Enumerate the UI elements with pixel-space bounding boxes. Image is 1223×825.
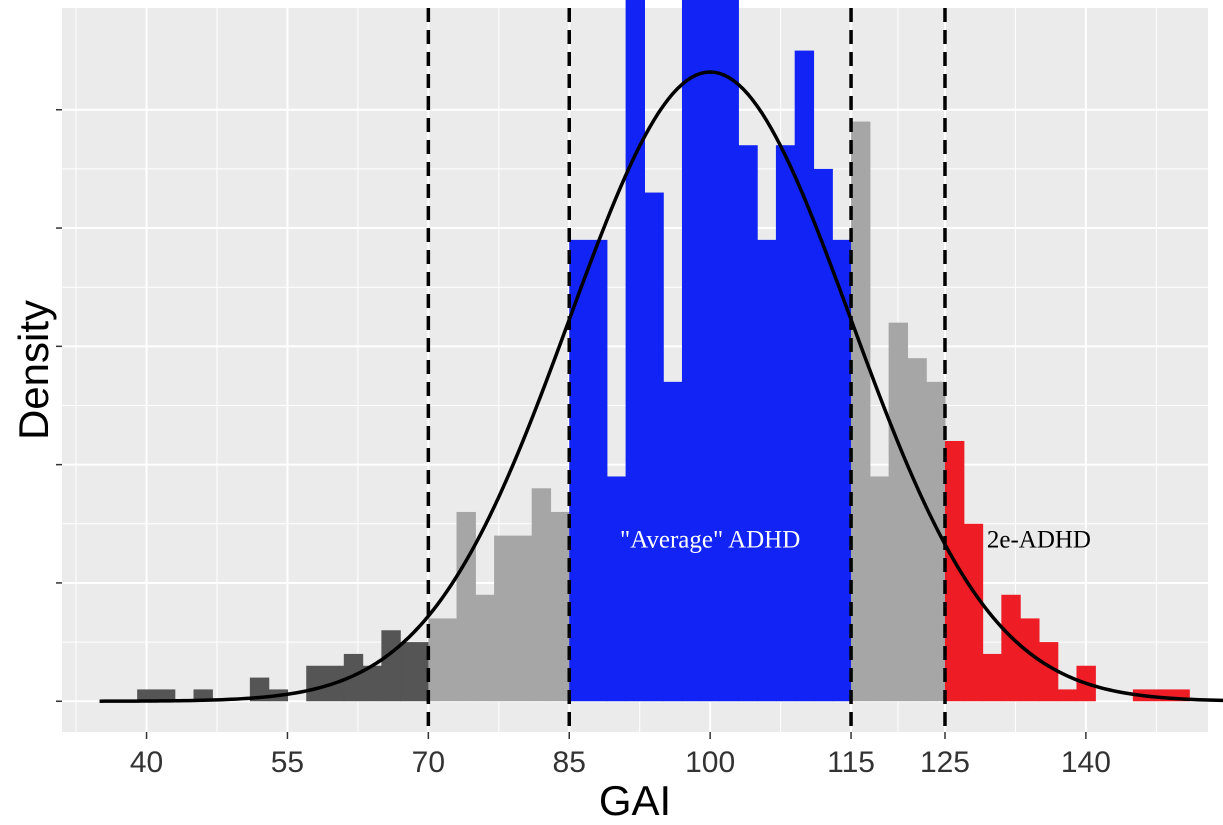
histogram-bar	[888, 322, 909, 702]
histogram-bar	[1020, 618, 1040, 702]
histogram-bar	[531, 488, 552, 702]
histogram-bar	[428, 618, 439, 702]
annotation-label: 2e-ADHD	[987, 526, 1091, 553]
x-tick-label: 115	[827, 746, 875, 779]
histogram-bar	[738, 145, 758, 702]
histogram-bar	[1132, 689, 1190, 702]
histogram-bar	[606, 476, 627, 702]
histogram-bar	[775, 145, 796, 702]
annotation-label: "Average" ADHD	[620, 526, 800, 553]
histogram-bar	[625, 0, 645, 702]
x-tick-label: 55	[271, 746, 304, 779]
histogram-bar	[381, 630, 401, 702]
histogram-bar	[907, 358, 927, 702]
histogram-bar	[193, 689, 213, 702]
histogram-bar	[475, 594, 495, 702]
histogram-bar	[700, 0, 721, 702]
histogram-bar	[1038, 642, 1059, 702]
histogram-bar	[681, 0, 702, 702]
histogram-bar	[569, 239, 608, 702]
histogram-bar	[869, 476, 890, 702]
x-tick-label: 85	[553, 746, 586, 779]
histogram-bar	[1001, 594, 1021, 702]
histogram-bar	[851, 121, 871, 702]
histogram-bar	[437, 618, 458, 702]
histogram-bar	[1057, 689, 1078, 702]
histogram-bar	[137, 689, 176, 702]
group-annotations: "Average" ADHD 2e-ADHD	[620, 526, 1091, 553]
normal-density-curve	[99, 70, 1223, 703]
histogram-bar	[456, 511, 476, 702]
histogram-bar	[794, 50, 815, 702]
histogram-bar	[757, 239, 777, 702]
x-tick-label: 40	[130, 746, 163, 779]
histogram-bar	[944, 440, 965, 702]
histogram-bar	[982, 653, 1002, 702]
x-tick-label: 100	[685, 746, 735, 779]
histogram-bar	[813, 168, 833, 702]
histogram-bar	[644, 192, 664, 702]
x-tick-label: 70	[412, 746, 445, 779]
x-tick-label: 125	[920, 746, 970, 779]
histogram-bar	[663, 381, 683, 702]
histogram-bar	[362, 665, 382, 702]
histogram-bar	[494, 535, 533, 702]
x-tick-label: 140	[1061, 746, 1111, 779]
histogram-bar	[963, 523, 984, 702]
histogram-bar	[719, 0, 739, 702]
histogram-bar	[832, 239, 852, 702]
cutoff-lines	[426, 8, 947, 732]
histogram-bar	[550, 511, 570, 702]
y-axis-ticks	[56, 108, 62, 702]
x-axis-title: GAI	[599, 777, 671, 824]
x-axis-ticks: 40 55 70 85 100 115 125 140	[130, 732, 1111, 779]
y-axis-title: Density	[10, 300, 57, 440]
histogram-bar	[400, 642, 429, 702]
histogram-bar	[926, 381, 946, 702]
